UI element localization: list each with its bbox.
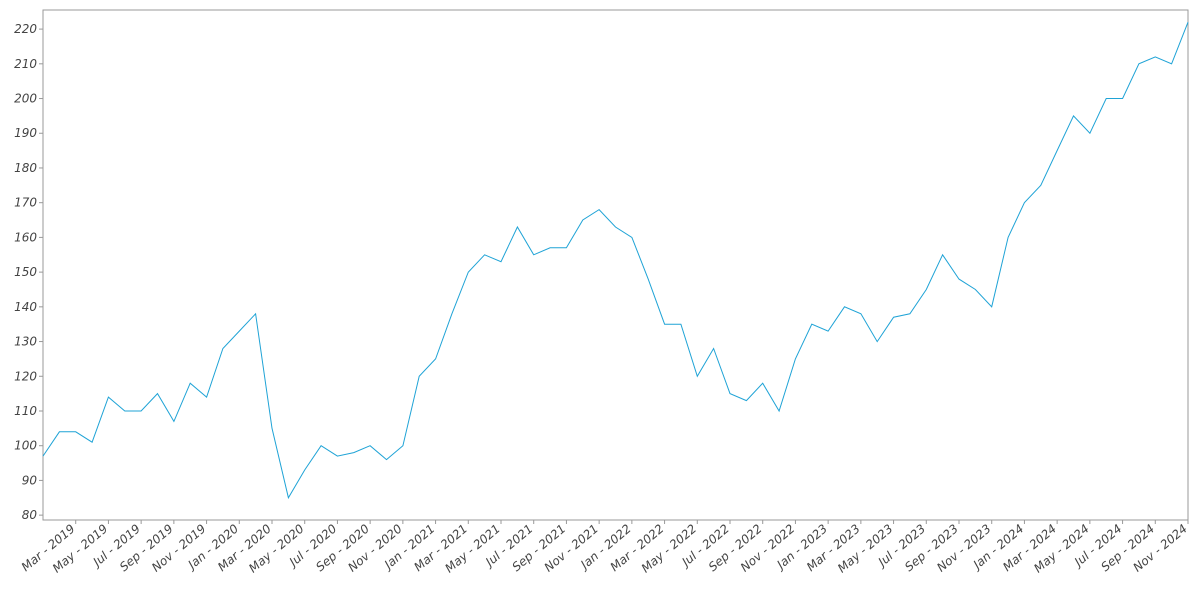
line: [42, 22, 1189, 500]
y-tick-label: 200: [14, 92, 37, 106]
y-tick-label: 100: [14, 439, 37, 453]
y-tick-label: 130: [14, 335, 37, 349]
y-tick-label: 140: [14, 300, 37, 314]
y-tick-label: 190: [14, 126, 37, 140]
y-tick-label: 220: [14, 22, 37, 36]
y-tick-label: 150: [14, 265, 37, 279]
plot-frame: [42, 9, 1189, 521]
y-tick-label: 90: [22, 473, 38, 487]
y-tick-label: 180: [14, 161, 37, 175]
y-tick-label: 120: [14, 369, 37, 383]
y-tick-label: 80: [22, 508, 38, 522]
y-tick-label: 210: [14, 57, 37, 71]
y-tick-label: 170: [14, 196, 37, 210]
y-tick-label: 110: [14, 404, 37, 418]
y-tick-label: 160: [14, 230, 37, 244]
